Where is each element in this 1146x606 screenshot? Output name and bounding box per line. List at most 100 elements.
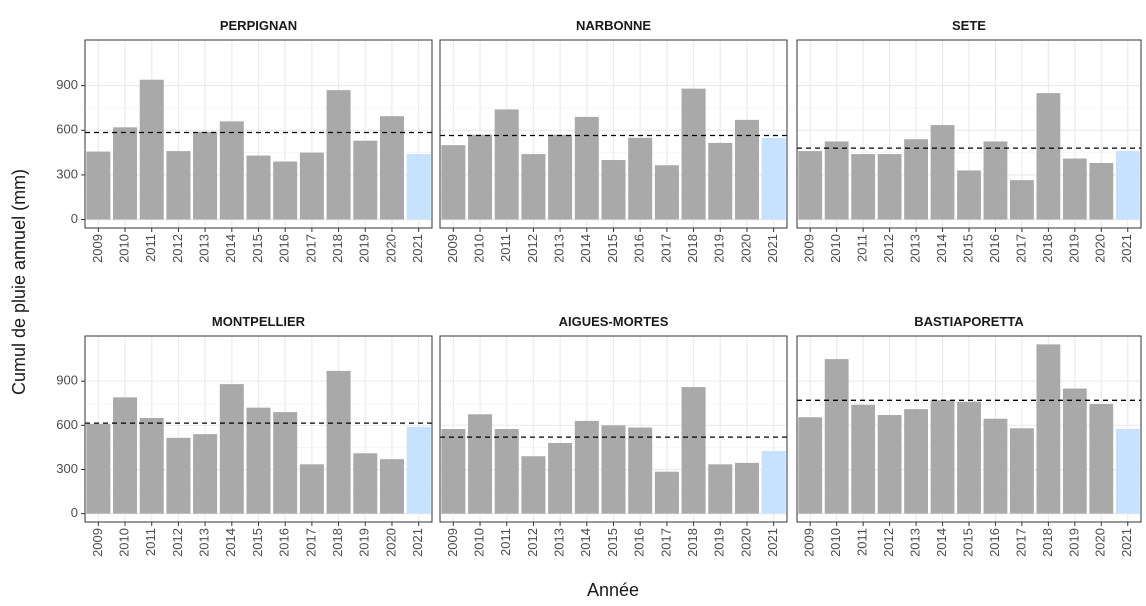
bar [734,462,759,514]
x-tick-label: 2011 [498,234,513,262]
x-tick-label: 2017 [303,234,318,263]
bar [548,442,573,514]
x-tick-label: 2009 [90,234,105,263]
bar [877,415,902,514]
x-tick-label: 2021 [1119,234,1134,263]
bar [219,384,244,514]
x-tick-label: 2020 [1093,234,1108,263]
bar [494,109,519,220]
panel-border [796,335,1142,523]
bar [326,370,351,514]
x-tick-label: 2014 [223,234,238,263]
x-tick-label: 2011 [143,234,158,262]
x-tick-label: 2019 [357,528,372,557]
y-tick-label: 900 [56,77,78,92]
bar [379,116,404,220]
x-tick-label: 2014 [934,528,949,557]
bar [139,417,164,514]
bar [851,404,876,514]
x-tick-label: 2018 [1040,528,1055,557]
x-tick-label: 2016 [277,234,292,263]
bar [1115,429,1140,514]
x-tick-label: 2011 [498,528,513,556]
bar [1115,151,1140,220]
bar [798,417,823,514]
x-tick-label: 2010 [116,528,131,557]
x-tick-label: 2020 [383,234,398,263]
x-tick-label: 2009 [90,528,105,557]
bar [326,90,351,220]
x-tick-label: 2017 [658,234,673,263]
x-tick-label: 2016 [987,528,1002,557]
bar [628,427,653,514]
bar [521,456,546,514]
x-tick-label: 2017 [303,528,318,557]
x-tick-label: 2021 [765,234,780,263]
x-tick-label: 2009 [802,234,817,263]
x-tick-label: 2020 [1093,528,1108,557]
panel-border [439,335,788,523]
x-tick-label: 2019 [1066,234,1081,263]
x-tick-label: 2012 [881,234,896,263]
bar [877,154,902,220]
x-tick-label: 2013 [552,528,567,557]
x-tick-label: 2014 [578,528,593,557]
x-tick-label: 2013 [908,528,923,557]
bar [353,453,378,514]
bar [1062,158,1087,220]
bar [654,165,679,220]
x-tick-label: 2010 [828,234,843,263]
facet-title: NARBONNE [576,18,651,33]
x-tick-label: 2019 [712,528,727,557]
bar [246,155,271,220]
bar [299,152,324,220]
bar [1062,388,1087,514]
x-tick-label: 2018 [685,234,700,263]
x-tick-label: 2018 [1040,234,1055,263]
bar [139,79,164,220]
panel-border [439,39,788,229]
bar [1010,180,1034,220]
x-tick-label: 2019 [357,234,372,263]
panel-border [84,39,433,229]
x-tick-label: 2011 [143,528,158,556]
bar [406,426,431,514]
bar [601,425,626,514]
x-tick-label: 2014 [223,528,238,557]
bar [761,451,786,514]
x-tick-label: 2012 [525,234,540,263]
y-tick-label: 0 [71,505,78,520]
x-tick-label: 2009 [445,528,460,557]
x-tick-label: 2016 [277,528,292,557]
bar [574,116,599,220]
bar [441,429,466,514]
y-tick-label: 900 [56,373,78,388]
x-tick-label: 2011 [855,234,870,262]
bar [734,119,759,220]
x-tick-label: 2016 [632,234,647,263]
bar [824,141,849,220]
bar [824,359,849,514]
x-tick-label: 2020 [738,234,753,263]
x-tick-label: 2015 [960,234,975,263]
x-tick-label: 2021 [1119,528,1134,557]
x-tick-label: 2020 [738,528,753,557]
bar [851,154,876,220]
x-tick-label: 2012 [881,528,896,557]
x-tick-label: 2021 [410,528,425,557]
panel-border [84,335,433,523]
y-axis-title: Cumul de pluie annuel (mm) [9,169,29,395]
bar [521,154,546,220]
bar [299,464,324,514]
bar [930,125,955,220]
bar [681,387,706,514]
x-tick-label: 2011 [855,528,870,556]
bar [273,161,298,220]
facet-title: PERPIGNAN [220,18,297,33]
bar [86,151,111,220]
y-tick-label: 600 [56,122,78,137]
x-tick-label: 2018 [330,234,345,263]
bar [166,437,191,514]
x-tick-label: 2010 [116,234,131,263]
